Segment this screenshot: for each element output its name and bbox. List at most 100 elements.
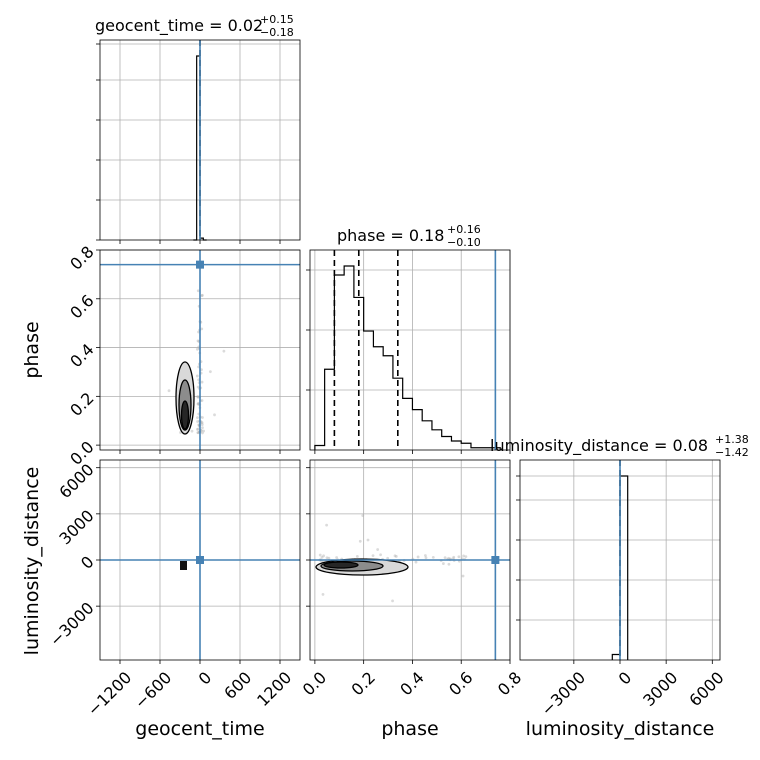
scatter-point-gt-phase-5 <box>200 368 203 372</box>
ld-xticklabel-1: 0 <box>615 668 636 689</box>
ld-yticklabel-0: −3000 <box>46 598 98 650</box>
geocent-xticklabel-3: 600 <box>220 668 255 703</box>
ld-yticklabel-3: 6000 <box>55 460 97 502</box>
scatter-point-phase-ld-82 <box>386 556 390 560</box>
ld-xticklabel-2: 3000 <box>639 668 681 710</box>
scatter-point-gt-phase-56 <box>196 395 200 399</box>
title-luminosity-distance: luminosity_distance = 0.08 <box>490 436 708 456</box>
truth-point-phase-ld <box>491 556 500 564</box>
scatter-point-phase-ld-22 <box>366 538 370 542</box>
scatter-point-phase-ld-18 <box>416 555 420 559</box>
truth-layer <box>100 40 621 660</box>
contour-layer <box>175 361 409 576</box>
scatter-point-phase-ld-44 <box>325 523 329 527</box>
scatter-point-gt-phase-57 <box>196 420 200 423</box>
scatter-point-gt-phase-26 <box>196 431 200 434</box>
xlabel-geocent-time: geocent_time <box>135 718 264 740</box>
phase-xticklabel-4: 0.8 <box>494 668 525 699</box>
ylabel-luminosity-distance: luminosity_distance <box>21 467 43 656</box>
phase-yticklabel-2: 0.4 <box>66 340 97 371</box>
scatter-point-phase-ld-72 <box>322 554 325 558</box>
scatter-point-gt-phase-27 <box>208 370 212 374</box>
phase-xticklabel-3: 0.6 <box>445 668 476 699</box>
scatter-point-gt-phase-42 <box>201 431 204 435</box>
scatter-point-gt-phase-48 <box>200 421 204 425</box>
phase-yticklabel-4: 0.8 <box>66 242 97 273</box>
scatter-point-phase-ld-32 <box>355 555 359 558</box>
scatter-point-gt-phase-54 <box>167 389 171 393</box>
scatter-point-gt-phase-3 <box>200 380 204 384</box>
scatter-point-phase-ld-77 <box>391 599 394 603</box>
ld-yticklabel-2: 3000 <box>55 506 97 548</box>
scatter-point-phase-ld-41 <box>447 562 451 566</box>
scatter-point-gt-phase-12 <box>201 426 204 430</box>
scatter-point-gt-phase-36 <box>222 349 226 353</box>
phase-yticklabel-1: 0.2 <box>66 389 97 420</box>
scatter-point-gt-phase-6 <box>196 395 200 398</box>
scatter-point-phase-ld-58 <box>424 556 428 560</box>
panel-frame-hph <box>309 249 511 451</box>
scatter-point-gt-phase-28 <box>201 416 204 419</box>
ld-xticklabel-0: −3000 <box>537 668 589 720</box>
scatter-point-gt-phase-10 <box>200 293 204 297</box>
scatter-point-phase-ld-11 <box>358 539 362 543</box>
scatter-point-gt-phase-49 <box>196 428 199 431</box>
scatter-point-phase-ld-14 <box>394 555 398 558</box>
scatter-point-gt-phase-65 <box>195 347 199 351</box>
truth-point-gt-phase <box>196 260 204 269</box>
contour-gt-ld <box>180 561 187 570</box>
scatter-point-phase-ld-0 <box>321 592 325 596</box>
title-geocent-time-plus: +0.15 <box>260 13 294 26</box>
scatter-point-phase-ld-76 <box>464 555 468 559</box>
scatter-point-phase-ld-89 <box>441 562 445 565</box>
scatter-point-gt-phase-18 <box>213 413 216 417</box>
scatter-point-gt-phase-15 <box>196 289 200 293</box>
truth-point-gt-ld <box>196 556 204 564</box>
scatter-point-gt-phase-11 <box>196 402 200 406</box>
scatter-point-phase-ld-69 <box>452 555 456 559</box>
scatter-point-phase-ld-20 <box>443 556 447 560</box>
scatter-point-gt-phase-0 <box>202 429 205 433</box>
contour-inner-phase-ld <box>323 561 359 569</box>
scatter-point-phase-ld-13 <box>379 553 383 557</box>
scatter-point-phase-ld-65 <box>431 555 435 559</box>
scatter-point-phase-ld-66 <box>376 548 380 551</box>
scatter-point-gt-phase-47 <box>196 339 200 343</box>
scatter-point-gt-phase-38 <box>196 416 199 419</box>
scatter-point-phase-ld-26 <box>318 553 322 557</box>
ld-yticklabel-1: 0 <box>77 552 98 573</box>
geocent-xticklabel-4: 1200 <box>253 668 295 710</box>
scatter-point-phase-ld-51 <box>457 555 461 559</box>
geocent-xticklabel-2: 0 <box>195 668 216 689</box>
hist-step-phase <box>314 265 501 450</box>
scatter-point-gt-phase-62 <box>195 374 199 378</box>
scatter-point-gt-phase-61 <box>196 427 200 431</box>
scatter-point-gt-phase-53 <box>196 431 200 435</box>
scatter-point-phase-ld-7 <box>447 556 451 560</box>
title-phase: phase = 0.18 <box>337 226 444 245</box>
geocent-xticklabel-0: −1200 <box>84 668 136 720</box>
grid-layer <box>100 40 720 660</box>
scatter-point-phase-ld-60 <box>325 556 329 560</box>
scatter-point-phase-ld-30 <box>414 560 418 564</box>
title-geocent-time-minus: −0.18 <box>260 26 294 39</box>
contour-inner-gt-phase <box>180 400 190 430</box>
title-phase-minus: −0.10 <box>447 236 481 249</box>
scatter-point-gt-phase-55 <box>200 327 204 331</box>
scatter-point-phase-ld-8 <box>371 554 375 558</box>
scatter-point-gt-phase-20 <box>200 423 204 426</box>
phase-xticklabel-1: 0.2 <box>348 668 379 699</box>
scatter-point-phase-ld-10 <box>462 554 465 558</box>
title-geocent-time: geocent_time = 0.02 <box>95 16 263 36</box>
histogram-layer <box>193 40 629 660</box>
scatter-point-phase-ld-49 <box>393 554 397 558</box>
scatter-point-phase-ld-55 <box>461 574 465 578</box>
scatter-point-phase-ld-47 <box>335 556 339 559</box>
phase-xticklabel-0: 0.0 <box>299 668 330 699</box>
scatter-point-gt-phase-35 <box>200 294 204 298</box>
ylabel-phase: phase <box>21 321 43 378</box>
ld-xticklabel-3: 6000 <box>685 668 727 710</box>
title-luminosity-distance-plus: +1.38 <box>715 433 749 446</box>
frame-layer <box>99 39 721 661</box>
